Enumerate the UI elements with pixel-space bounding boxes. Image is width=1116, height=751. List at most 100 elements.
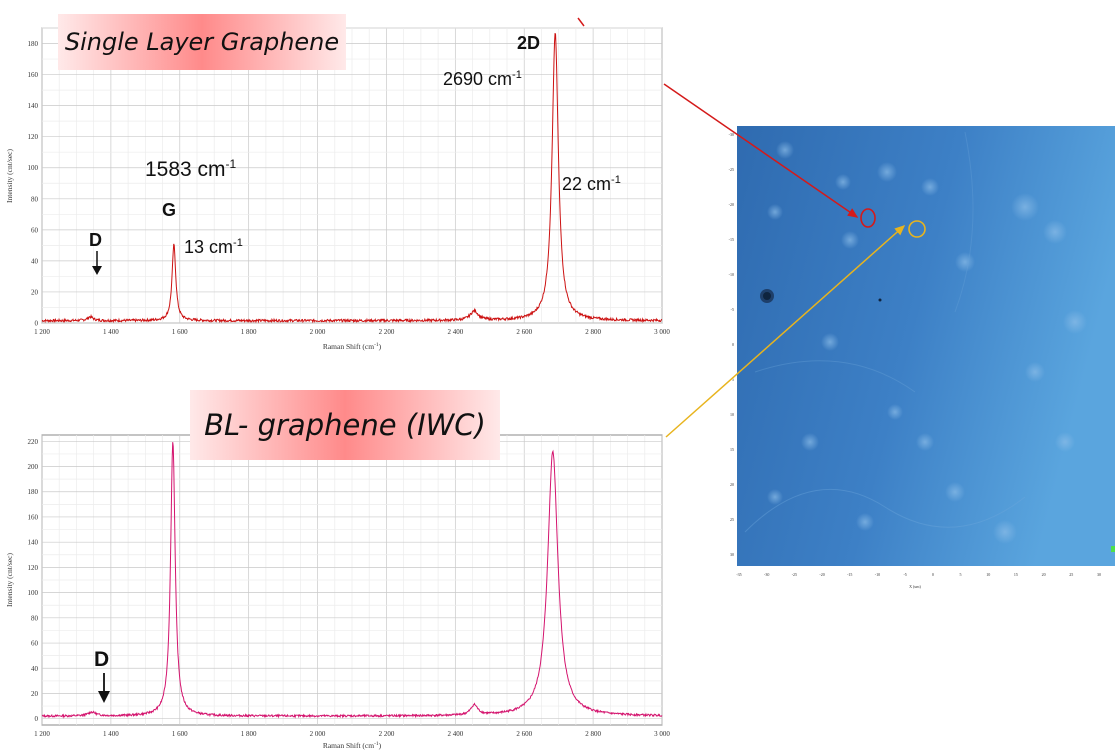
y-tick-label: 160: [28, 71, 39, 79]
x-axis-label: Raman Shift (cm-1): [323, 741, 382, 750]
y-tick-label: 60: [31, 226, 39, 234]
y-tick-label: 20: [31, 690, 39, 698]
map-y-tick: -10: [729, 272, 734, 277]
x-tick-label: 1 600: [172, 730, 188, 738]
stray-mark: [577, 17, 585, 27]
x-tick-label: 1 600: [172, 328, 188, 336]
x-tick-label: 1 400: [103, 730, 119, 738]
y-tick-label: 140: [28, 102, 39, 110]
y-tick-label: 40: [31, 665, 39, 673]
peak-g-label: G: [162, 200, 177, 220]
x-tick-label: 1 200: [34, 730, 50, 738]
x-tick-label: 1 400: [103, 328, 119, 336]
map-y-tick: 15: [730, 447, 734, 452]
x-axis-label: Raman Shift (cm-1): [323, 342, 382, 351]
y-tick-label: 100: [28, 589, 39, 597]
y-tick-labels: 0 20 40 60 80 100 120 140 160 180: [28, 40, 39, 327]
y-tick-label: 0: [35, 320, 39, 328]
x-tick-label: 2 800: [585, 730, 601, 738]
x-tick-label: 2 200: [379, 328, 395, 336]
x-tick-label: 2 400: [447, 730, 463, 738]
title-text: BL- graphene (IWC): [204, 408, 486, 442]
map-y-tick: -20: [729, 202, 734, 207]
y-tick-label: 0: [35, 715, 39, 723]
y-tick-label: 120: [28, 564, 39, 572]
y-tick-label: 180: [28, 488, 39, 496]
y-tick-label: 200: [28, 463, 39, 471]
map-x-tick: 15: [1014, 572, 1018, 577]
map-y-tick: 20: [730, 482, 734, 487]
x-tick-labels: 1 200 1 400 1 600 1 800 2 000 2 200 2 400 2 600…: [34, 328, 670, 336]
peak-d-label: D: [89, 230, 102, 250]
arrow-bilayer: [665, 225, 906, 438]
title-single-layer: Single Layer Graphene: [58, 14, 346, 70]
map-x-tick-labels: -35 -30 -25 -20 -15 -10 -5 0 5 10 15 20 25 30: [736, 572, 1101, 577]
map-image: [737, 126, 1115, 566]
peak-d-label: D: [94, 648, 110, 671]
map-x-tick: 25: [1069, 572, 1073, 577]
map-x-tick: -30: [764, 572, 769, 577]
y-tick-label: 120: [28, 133, 39, 141]
y-tick-label: 80: [31, 195, 39, 203]
y-tick-label: 40: [31, 257, 39, 265]
map-y-tick: 30: [730, 552, 734, 557]
x-tick-label: 2 600: [516, 328, 532, 336]
arrow-single-layer: [663, 83, 859, 218]
y-tick-labels: 0 20 40 60 80 100 120 140 160 180 200 220: [28, 438, 39, 723]
peak-2d-label: 2D: [517, 33, 541, 53]
x-tick-label: 1 200: [34, 328, 50, 336]
y-tick-label: 160: [28, 513, 39, 521]
map-x-tick: -10: [875, 572, 880, 577]
map-x-tick: -35: [736, 572, 741, 577]
map-x-tick: 5: [960, 572, 962, 577]
x-tick-label: 2 000: [310, 328, 326, 336]
map-x-tick: 30: [1097, 572, 1101, 577]
map-x-tick: 20: [1042, 572, 1046, 577]
title-text: Single Layer Graphene: [64, 28, 340, 56]
peak-2d-position: 2690 cm-1: [443, 69, 522, 89]
spectrum-line: [41, 32, 663, 324]
chart-single-layer: 0 20 40 60 80 100 120 140 160 180 1 200 1 400 1 600…: [5, 27, 670, 351]
x-tick-label: 2 000: [310, 730, 326, 738]
marker-single-layer: [860, 208, 876, 228]
y-tick-label: 180: [28, 40, 39, 48]
x-tick-labels: 1 200 1 400 1 600 1 800 2 000 2 200 2 400 2 600…: [34, 730, 670, 738]
map-y-tick-labels: -30 -25 -20 -15 -10 -5 0 5 10 15 20 25 30: [729, 132, 734, 557]
grid: [41, 27, 663, 324]
y-tick-label: 220: [28, 438, 39, 446]
map-y-tick: 25: [730, 517, 734, 522]
x-tick-label: 2 400: [447, 328, 463, 336]
map-x-tick: 10: [986, 572, 990, 577]
map-x-tick: 0: [932, 572, 934, 577]
peak-g-position: 1583 cm-1: [145, 157, 237, 181]
map-features: [744, 131, 1115, 552]
map-y-tick: 5: [732, 377, 734, 382]
map-y-tick: 0: [732, 342, 734, 347]
chart-bilayer: 0 20 40 60 80 100 120 140 160 180 200 220 1 200 1 40…: [5, 434, 670, 750]
x-tick-label: 2 200: [379, 730, 395, 738]
map-y-tick: -30: [729, 132, 734, 137]
y-tick-label: 20: [31, 288, 39, 296]
x-tick-label: 3 000: [654, 328, 670, 336]
map-x-tick: -5: [903, 572, 906, 577]
y-axis-label: Intensity (cnt/sec): [5, 553, 14, 607]
peak-g-fwhm: 13 cm-1: [184, 237, 243, 257]
peak-d-arrow: [98, 673, 110, 703]
y-axis-label: Intensity (cnt/sec): [5, 149, 14, 203]
peak-d-arrow: [92, 251, 102, 275]
title-bilayer: BL- graphene (IWC): [190, 390, 500, 460]
y-tick-label: 140: [28, 539, 39, 547]
map-x-tick: -15: [847, 572, 852, 577]
map-y-tick: -5: [731, 307, 734, 312]
x-tick-label: 1 800: [241, 328, 257, 336]
x-tick-label: 3 000: [654, 730, 670, 738]
map-x-tick: -20: [819, 572, 824, 577]
map-y-tick: 10: [730, 412, 734, 417]
y-tick-label: 80: [31, 614, 39, 622]
x-tick-label: 2 800: [585, 328, 601, 336]
x-tick-label: 2 600: [516, 730, 532, 738]
map-y-tick: -25: [729, 167, 734, 172]
y-tick-label: 60: [31, 640, 39, 648]
